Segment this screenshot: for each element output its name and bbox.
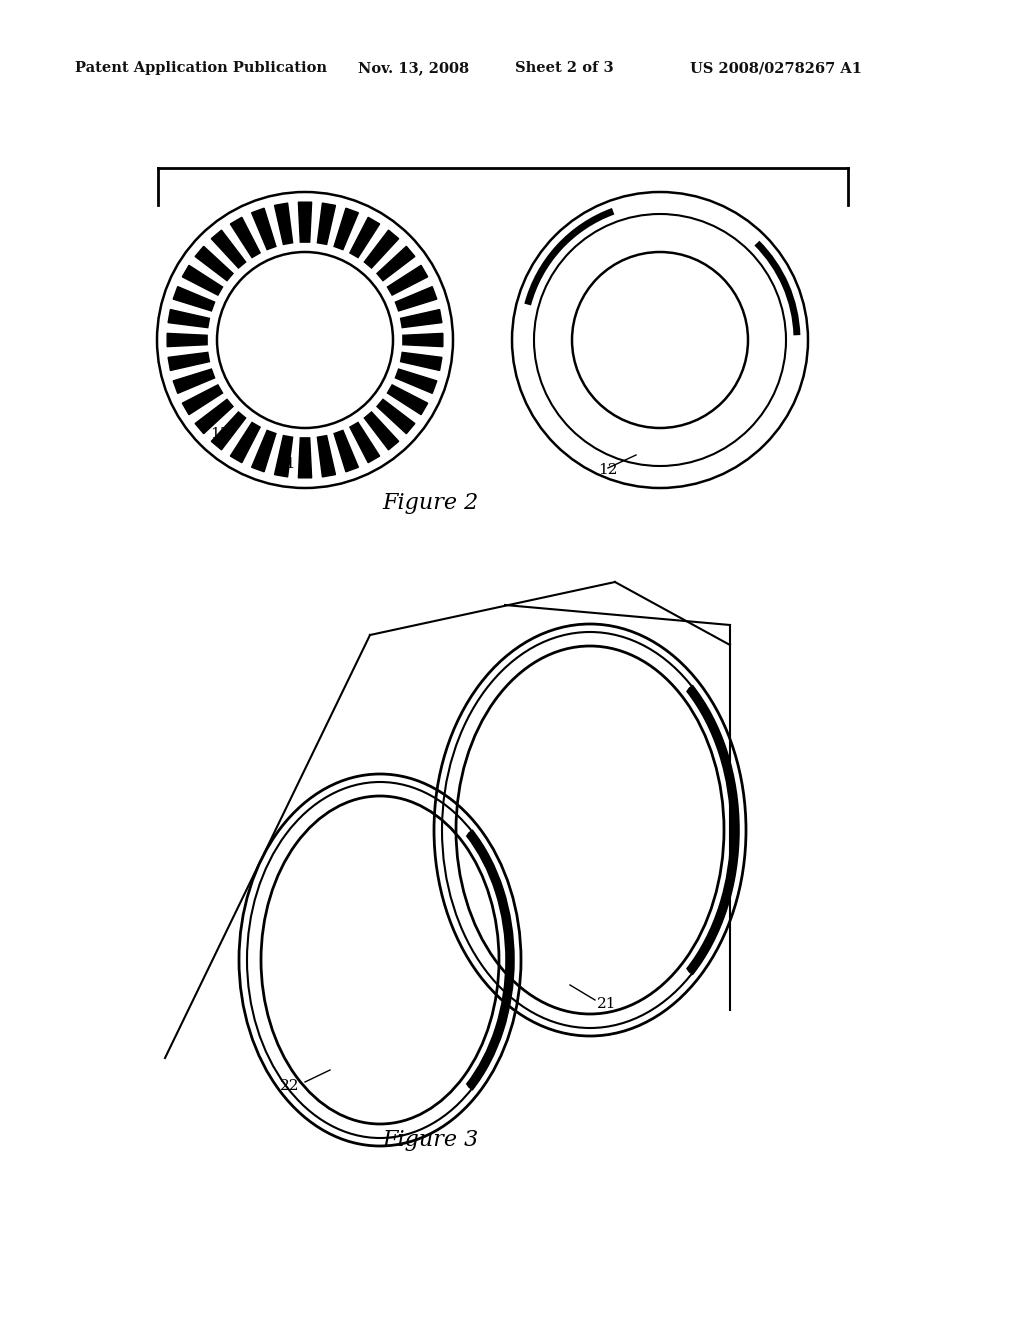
Polygon shape	[167, 334, 207, 347]
Text: 22: 22	[280, 1078, 299, 1093]
Polygon shape	[298, 438, 311, 478]
Text: Figure 3: Figure 3	[382, 1129, 478, 1151]
Polygon shape	[168, 310, 210, 327]
Polygon shape	[252, 209, 275, 249]
Polygon shape	[317, 203, 336, 244]
Polygon shape	[173, 370, 215, 393]
Polygon shape	[377, 247, 415, 281]
Polygon shape	[252, 430, 275, 471]
Polygon shape	[317, 436, 336, 477]
Polygon shape	[211, 230, 246, 268]
Text: Figure 2: Figure 2	[382, 492, 478, 513]
Text: 15: 15	[210, 426, 229, 441]
Polygon shape	[211, 412, 246, 450]
Polygon shape	[387, 385, 428, 414]
Polygon shape	[274, 436, 293, 477]
Polygon shape	[350, 218, 380, 257]
Text: Sheet 2 of 3: Sheet 2 of 3	[515, 61, 613, 75]
Text: Nov. 13, 2008: Nov. 13, 2008	[358, 61, 469, 75]
Text: 11: 11	[276, 457, 296, 471]
Polygon shape	[387, 265, 428, 296]
Polygon shape	[182, 265, 222, 296]
Polygon shape	[196, 247, 233, 281]
Polygon shape	[334, 209, 358, 249]
Polygon shape	[350, 422, 380, 463]
Polygon shape	[182, 385, 222, 414]
Polygon shape	[334, 430, 358, 471]
Polygon shape	[298, 202, 311, 242]
Text: 21: 21	[597, 997, 616, 1011]
Text: US 2008/0278267 A1: US 2008/0278267 A1	[690, 61, 862, 75]
Polygon shape	[196, 400, 233, 434]
Polygon shape	[173, 286, 215, 312]
Text: 12: 12	[598, 463, 617, 477]
Polygon shape	[400, 310, 442, 327]
Polygon shape	[400, 352, 442, 371]
Polygon shape	[168, 352, 210, 371]
Polygon shape	[395, 286, 437, 312]
Polygon shape	[365, 230, 398, 268]
Polygon shape	[402, 334, 442, 347]
Polygon shape	[377, 400, 415, 434]
Polygon shape	[274, 203, 293, 244]
Polygon shape	[230, 218, 260, 257]
Polygon shape	[395, 370, 437, 393]
Polygon shape	[365, 412, 398, 450]
Polygon shape	[230, 422, 260, 463]
Text: Patent Application Publication: Patent Application Publication	[75, 61, 327, 75]
